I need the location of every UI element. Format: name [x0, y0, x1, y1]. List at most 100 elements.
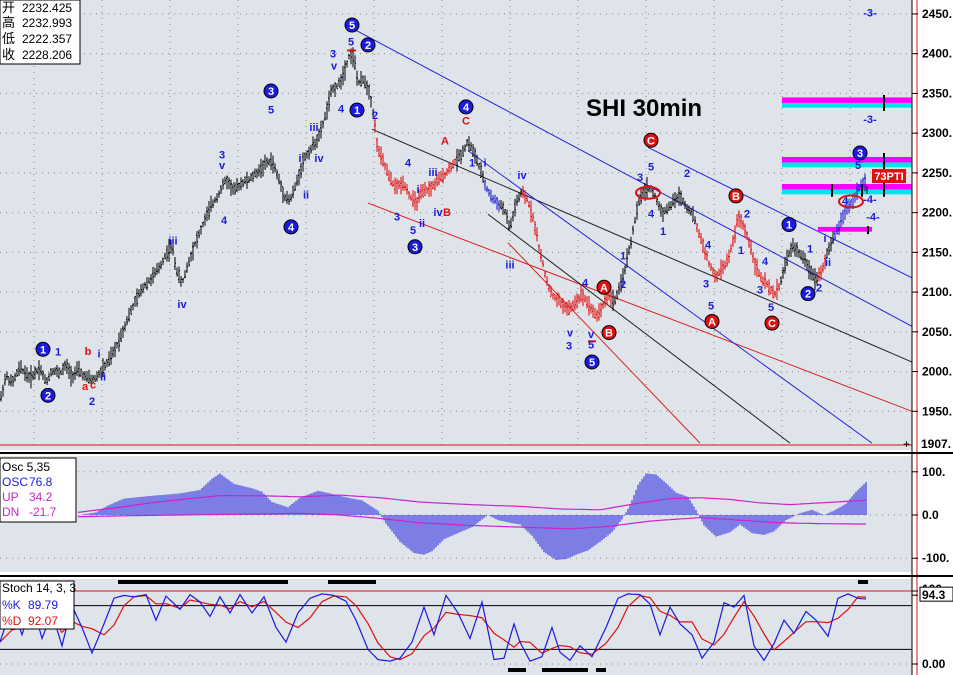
wave-label: A: [600, 282, 608, 294]
k-value-label: %K: [2, 598, 21, 612]
price-axis-label: 2400.: [922, 47, 952, 61]
ohlc-close-value: 2228.206: [22, 48, 72, 62]
wave-label: 1: [620, 251, 626, 263]
k-value: 89.79: [28, 598, 58, 612]
highlight-ellipse: [838, 194, 864, 209]
overbought-marker: [858, 580, 868, 584]
wave-label-circle: [263, 83, 279, 99]
wave-label: 1: [55, 347, 61, 359]
wave-label: C: [647, 135, 655, 147]
wave-label-circle: [584, 354, 600, 370]
stochastic-grid: [0, 580, 912, 672]
trend-channel-line: [367, 202, 913, 412]
wave-label: 4: [405, 158, 412, 170]
wave-label: -3-: [863, 114, 877, 126]
dn-value: -21.7: [29, 505, 57, 519]
oscillator-up-line: [77, 494, 867, 513]
wave-label: 3: [757, 285, 763, 297]
wave-label: iii: [309, 122, 318, 134]
oscillator-title: Osc 5,35: [2, 460, 50, 474]
wave-label-circle: [728, 188, 744, 204]
wave-label: v: [588, 329, 595, 341]
price-axis-label: 2300.: [922, 126, 952, 140]
wave-label: ii: [825, 257, 831, 269]
wave-label: 1: [660, 226, 666, 238]
wave-label: 2: [45, 390, 51, 402]
wave-label: 4: [705, 239, 712, 251]
wave-label: 2: [89, 396, 95, 408]
price-axis-label: 2150.: [922, 245, 952, 259]
wave-label: 5: [708, 301, 714, 313]
price-axis-label: 2200.: [922, 206, 952, 220]
osc-value-label: OSC: [2, 475, 28, 489]
ohlc-low-value: 2222.357: [22, 32, 72, 46]
wave-label-circle: [360, 37, 376, 53]
oscillator-dn-line: [77, 512, 867, 530]
right-axis: 2450. 2400. 2350. 2300. 2250. 2200. 2150. 2100.…: [903, 0, 953, 675]
crosshair-icon: +: [903, 437, 910, 451]
wave-label: B: [443, 207, 451, 219]
dn-value-label: DN: [2, 505, 19, 519]
wave-label: 3: [394, 212, 400, 224]
price-axis-label: 2450.: [922, 7, 952, 21]
oversold-marker: [596, 668, 606, 672]
wave-label: i: [416, 184, 419, 196]
target-bands: [782, 95, 912, 235]
pti-badge: [872, 169, 906, 184]
oscillator-readout: Osc 5,35 OSC 76.8 UP 34.2 DN -21.7: [0, 457, 77, 523]
wave-label: 3: [637, 172, 643, 184]
wave-label: 4: [842, 196, 849, 208]
price-grid: [0, 0, 912, 445]
wave-label: 4: [338, 103, 345, 115]
wave-label: 3: [330, 49, 336, 61]
oversold-marker: [542, 668, 588, 672]
wave-label-circle: [349, 102, 365, 118]
oscillator-readout-box: [0, 457, 77, 523]
wave-label: -3-: [863, 7, 877, 19]
price-current-label: 1907.: [921, 437, 951, 451]
wave-label: ii: [100, 371, 106, 383]
oscillator-axis-label: -100.: [922, 551, 949, 565]
wave-label: i: [97, 348, 100, 360]
stochastic-d-line: [0, 594, 867, 661]
wave-label-circle: [596, 279, 612, 295]
price-bars: [0, 47, 868, 402]
price-axis: 2450. 2400. 2350. 2300. 2250. 2200. 2150. 2100.…: [903, 7, 952, 451]
wave-label: 1: [40, 344, 46, 356]
wave-label: 4: [582, 278, 589, 290]
wave-label: 3: [219, 150, 225, 162]
wave-label: i: [823, 233, 826, 245]
stochastic-lines: [0, 593, 867, 662]
wave-label: 3: [412, 242, 418, 254]
wave-label: 3: [268, 86, 274, 98]
wave-label: C: [768, 318, 776, 330]
oscillator-bands: [77, 494, 867, 530]
wave-label-circle: [458, 99, 474, 115]
d-value-label: %D: [2, 614, 22, 628]
target-band: [782, 184, 912, 190]
stochastic-readout: Stoch 14, 3, 3 %K 89.79 %D 92.07: [0, 580, 76, 630]
ohlc-high-value: 2232.993: [22, 16, 72, 30]
price-axis-label: 2050.: [922, 325, 952, 339]
wave-label-circle: [283, 219, 299, 235]
ohlc-close-label: 收: [2, 47, 15, 62]
wave-label-circle: [601, 325, 617, 341]
wave-label: 1: [469, 158, 475, 170]
up-value-label: UP: [2, 490, 19, 504]
oscillator-panel-bg: [0, 456, 912, 572]
wave-label: iv: [177, 299, 187, 311]
wave-label-circle: [852, 145, 868, 161]
wave-label-circle: [407, 239, 423, 255]
wave-label: iv: [433, 207, 443, 219]
wave-label-circle: [35, 341, 51, 357]
stochastic-readout-box: [0, 580, 75, 630]
overbought-marker: [328, 580, 376, 584]
price-panel-bg: [0, 0, 912, 450]
stochastic-title: Stoch 14, 3, 3: [2, 581, 76, 595]
target-band: [818, 226, 872, 232]
wave-label: 5: [768, 302, 774, 314]
wave-label: 4: [221, 215, 228, 227]
wave-label: 2: [744, 208, 750, 220]
wave-label: 5: [348, 37, 354, 49]
